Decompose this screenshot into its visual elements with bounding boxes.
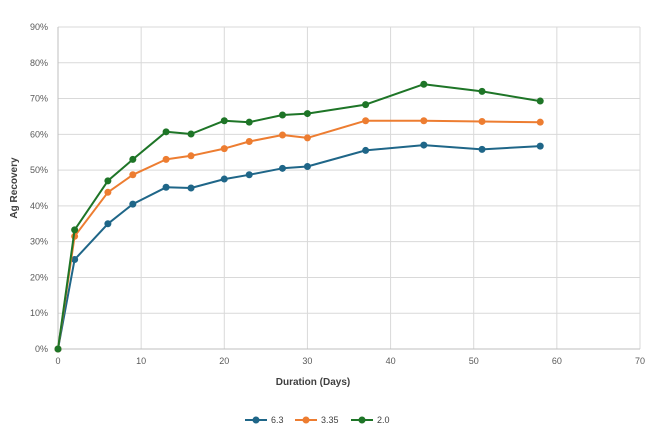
x-tick-label: 0 [55, 356, 60, 366]
data-point [278, 131, 286, 139]
data-point [362, 117, 370, 125]
legend: 6.3 3.35 2.0 [245, 415, 390, 425]
legend-label: 2.0 [377, 415, 390, 425]
legend-marker [358, 416, 366, 424]
legend-marker [302, 416, 310, 424]
y-tick-label: 60% [30, 129, 48, 139]
x-tick-label: 50 [469, 356, 479, 366]
data-point [129, 155, 137, 163]
data-point [420, 117, 428, 125]
data-point [104, 188, 112, 196]
y-tick-labels: 0% 10% 20% 30% 40% 50% 60% 70% 80% 90% [30, 22, 48, 354]
series-line [57, 83, 541, 350]
data-point [245, 171, 253, 179]
data-point [187, 130, 195, 138]
y-tick-label: 90% [30, 22, 48, 32]
legend-item-6.3: 6.3 [245, 415, 284, 425]
data-point [303, 134, 311, 142]
data-point [71, 226, 79, 234]
data-point [245, 137, 253, 145]
data-point [478, 117, 486, 125]
x-tick-label: 30 [302, 356, 312, 366]
data-point [362, 101, 370, 109]
y-tick-label: 30% [30, 237, 48, 247]
y-tick-label: 10% [30, 308, 48, 318]
data-point [220, 145, 228, 153]
y-tick-label: 70% [30, 94, 48, 104]
data-point [187, 184, 195, 192]
series-6.3 [54, 141, 544, 353]
axes [57, 27, 640, 350]
legend-item-2.0: 2.0 [351, 415, 390, 425]
series-line [57, 119, 541, 350]
data-point [187, 152, 195, 160]
data-point [104, 220, 112, 228]
legend-label: 6.3 [271, 415, 284, 425]
data-point [104, 177, 112, 185]
data-point [362, 146, 370, 154]
data-point [162, 183, 170, 191]
data-point [478, 145, 486, 153]
data-point [278, 111, 286, 119]
y-tick-label: 0% [35, 344, 48, 354]
data-point [129, 171, 137, 179]
series-line [57, 144, 541, 350]
x-tick-label: 20 [219, 356, 229, 366]
data-point [245, 118, 253, 126]
x-tick-label: 40 [386, 356, 396, 366]
data-point [220, 117, 228, 125]
data-point [420, 141, 428, 149]
data-point [162, 128, 170, 136]
x-tick-label: 10 [136, 356, 146, 366]
data-series [54, 80, 544, 353]
legend-marker [252, 416, 260, 424]
data-point [162, 155, 170, 163]
x-tick-labels: 0 10 20 30 40 50 60 70 [55, 356, 645, 366]
y-tick-label: 40% [30, 201, 48, 211]
series-3.35 [54, 117, 544, 353]
data-point [478, 87, 486, 95]
x-tick-label: 70 [635, 356, 645, 366]
data-point [220, 175, 228, 183]
x-axis-title: Duration (Days) [276, 377, 350, 388]
data-point [536, 142, 544, 150]
data-point [71, 256, 79, 264]
series-2.0 [54, 80, 544, 353]
data-point [278, 164, 286, 172]
data-point [536, 97, 544, 105]
data-point [420, 80, 428, 88]
legend-label: 3.35 [321, 415, 339, 425]
y-tick-label: 80% [30, 58, 48, 68]
x-tick-label: 60 [552, 356, 562, 366]
grid-lines [58, 26, 641, 349]
data-point [303, 110, 311, 118]
y-axis-title: Ag Recovery [9, 157, 20, 219]
data-point [536, 118, 544, 126]
data-point [129, 200, 137, 208]
y-tick-label: 20% [30, 272, 48, 282]
data-point [303, 163, 311, 171]
legend-item-3.35: 3.35 [295, 415, 339, 425]
y-tick-label: 50% [30, 165, 48, 175]
data-point [54, 345, 62, 353]
